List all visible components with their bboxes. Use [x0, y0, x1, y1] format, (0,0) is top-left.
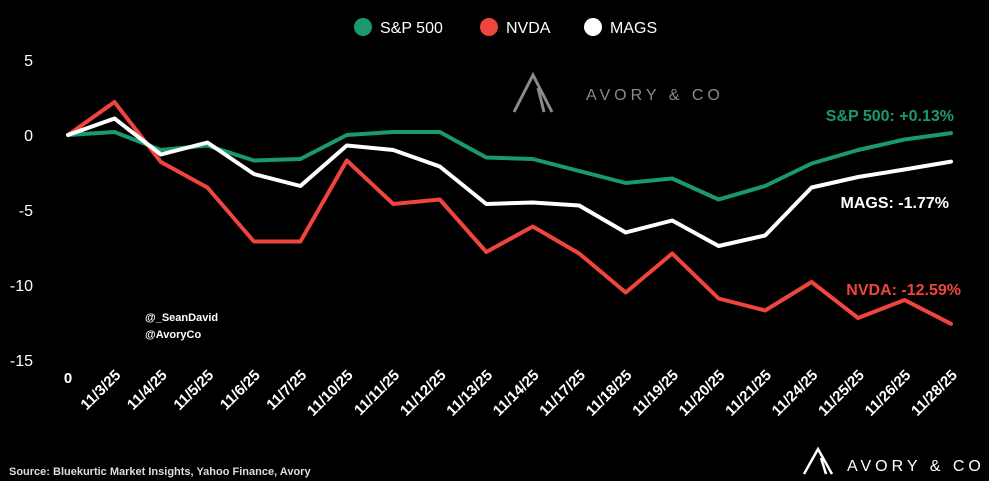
source-note: Source: Bluekurtic Market Insights, Yaho…: [9, 466, 311, 478]
end-label-mags: MAGS: -1.77%: [841, 195, 949, 212]
handle-avory: @AvoryCo: [145, 329, 201, 341]
legend-swatch-sp500: [354, 18, 372, 36]
legend: S&P 500 NVDA MAGS: [354, 18, 657, 37]
y-tick-label: -15: [10, 353, 33, 370]
x-tick-label: 11/3/25: [77, 367, 124, 414]
watermark-text: AVORY & CO: [586, 87, 724, 104]
x-tick-label: 11/7/25: [263, 367, 310, 414]
x-tick-label: 11/17/25: [536, 367, 589, 420]
brand-text: AVORY & CO: [847, 458, 985, 475]
watermark-logo: AVORY & CO: [512, 71, 724, 113]
brand-a-icon: [802, 446, 834, 475]
x-tick-label: 11/19/25: [629, 367, 682, 420]
x-tick-label: 11/14/25: [490, 367, 543, 420]
series-line-mags: [66, 116, 953, 248]
plot-area: [66, 100, 953, 326]
x-tick-label: 11/21/25: [722, 367, 775, 420]
series-line-sp500: [66, 130, 953, 202]
legend-label-mags: MAGS: [610, 20, 657, 37]
brand-logo: AVORY & CO: [802, 446, 985, 475]
x-tick-label: 11/24/25: [769, 367, 822, 420]
x-tick-label: 11/18/25: [583, 367, 636, 420]
end-label-sp500: S&P 500: +0.13%: [826, 108, 954, 125]
x-tick-label: 11/4/25: [124, 367, 171, 414]
x-tick-label: 11/5/25: [170, 367, 217, 414]
x-tick-label: 11/20/25: [676, 367, 729, 420]
end-label-nvda: NVDA: -12.59%: [846, 282, 961, 299]
legend-swatch-nvda: [480, 18, 498, 36]
x-tick-label: 11/10/25: [304, 367, 357, 420]
legend-label-sp500: S&P 500: [380, 20, 443, 37]
x-tick-label: 0: [64, 370, 72, 387]
y-tick-label: -5: [19, 203, 33, 220]
y-tick-label: -10: [10, 278, 33, 295]
legend-label-nvda: NVDA: [506, 20, 551, 37]
x-tick-label: 11/28/25: [908, 367, 961, 420]
x-tick-label: 11/25/25: [815, 367, 868, 420]
handle-sean: @_SeanDavid: [145, 312, 218, 324]
x-tick-label: 11/26/25: [862, 367, 915, 420]
series-line-nvda: [66, 100, 953, 326]
x-tick-label: 11/6/25: [217, 367, 264, 414]
y-tick-label: 0: [24, 128, 33, 145]
x-tick-label: 11/13/25: [443, 367, 496, 420]
y-axis: 5 0 -5 -10 -15: [10, 53, 33, 370]
x-tick-label: 11/11/25: [351, 367, 403, 419]
legend-swatch-mags: [584, 18, 602, 36]
watermark-a-icon: [512, 71, 554, 113]
x-tick-label: 11/12/25: [397, 367, 450, 420]
y-tick-label: 5: [24, 53, 33, 70]
x-axis: 0 11/3/25 11/4/25 11/5/25 11/6/25 11/7/2511/1…: [64, 367, 961, 420]
